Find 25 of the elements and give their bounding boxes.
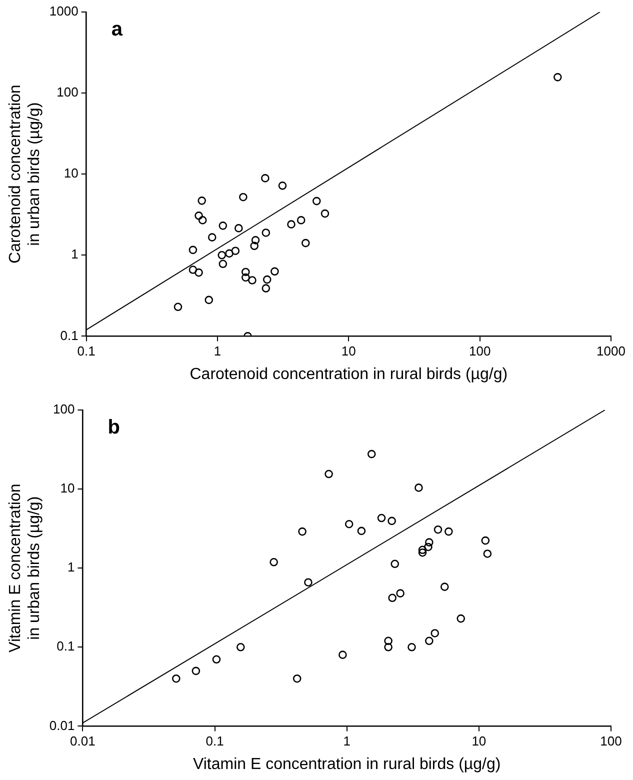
x-tick-label: 0.1 xyxy=(77,344,96,359)
y-tick-label: 1 xyxy=(71,246,78,262)
y-tick-label: 0.1 xyxy=(56,638,75,654)
y-tick-label: 1000 xyxy=(49,4,78,19)
y-tick-label: 0.1 xyxy=(60,328,78,343)
y-axis-title: Vitamin E concentration in urban birds (µg/g) xyxy=(7,484,44,652)
x-tick-label: 1 xyxy=(343,734,350,749)
x-tick-label: 100 xyxy=(468,344,491,359)
x-axis-title: Vitamin E concentration in rural birds (µg/g) xyxy=(192,756,501,773)
y-tick-label: 0.01 xyxy=(49,718,75,733)
y-tick-label: 10 xyxy=(60,480,75,496)
annotation: b xyxy=(108,416,120,439)
x-axis-title: Carotenoid concentration in rural birds (µg/g) xyxy=(190,366,508,383)
annotation: a xyxy=(111,18,124,41)
x-tick-label: 10 xyxy=(341,344,356,359)
x-tick-label: 0.1 xyxy=(206,734,224,749)
y-axis-title: Carotenoid concentration in urban birds (µg/g) xyxy=(7,84,44,264)
y-tick-label: 10 xyxy=(64,166,78,181)
x-tick-label: 1000 xyxy=(596,344,626,359)
x-tick-label: 10 xyxy=(472,734,486,749)
x-tick-label: 100 xyxy=(600,734,622,749)
y-tick-label: 100 xyxy=(56,84,78,100)
y-tick-label: 1 xyxy=(67,560,75,575)
x-tick-label: 1 xyxy=(214,344,222,359)
y-tick-label: 100 xyxy=(53,402,75,417)
